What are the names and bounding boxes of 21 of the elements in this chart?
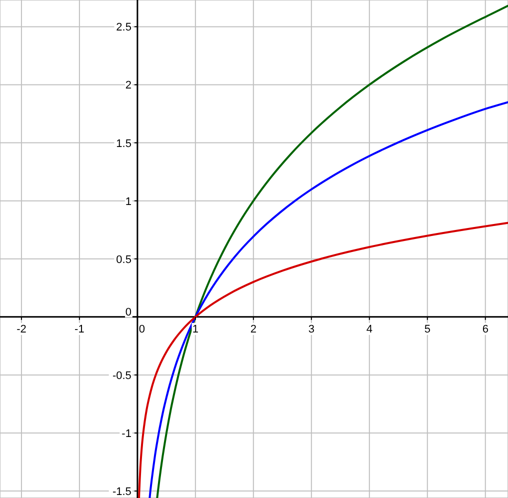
y-tick-label: 0.5 xyxy=(116,254,132,266)
line-series xyxy=(156,4,508,498)
y-tick-label: -0.5 xyxy=(112,370,132,382)
y-tick-label: 2.5 xyxy=(116,22,132,34)
y-tick-label: 2 xyxy=(125,80,132,92)
x-tick-label: 1 xyxy=(192,323,198,336)
x-tick-label: -2 xyxy=(16,323,26,336)
x-tick-label: -1 xyxy=(74,323,84,336)
x-tick-label: 3 xyxy=(308,323,314,336)
x-tick-label: 2 xyxy=(250,323,256,336)
line-series xyxy=(138,222,508,498)
y-tick-label: 1 xyxy=(125,196,132,208)
x-tick-label: 4 xyxy=(366,323,372,336)
y-tick-label: -1 xyxy=(122,428,132,440)
line-series xyxy=(148,101,508,498)
x-tick-label: 6 xyxy=(482,323,488,336)
x-tick-label: 0 xyxy=(138,323,145,336)
y-tick-label: 1.5 xyxy=(116,138,132,150)
y-tick-label: 0 xyxy=(125,306,132,318)
y-tick-label: -1.5 xyxy=(112,486,132,498)
x-tick-label: 5 xyxy=(424,323,430,336)
